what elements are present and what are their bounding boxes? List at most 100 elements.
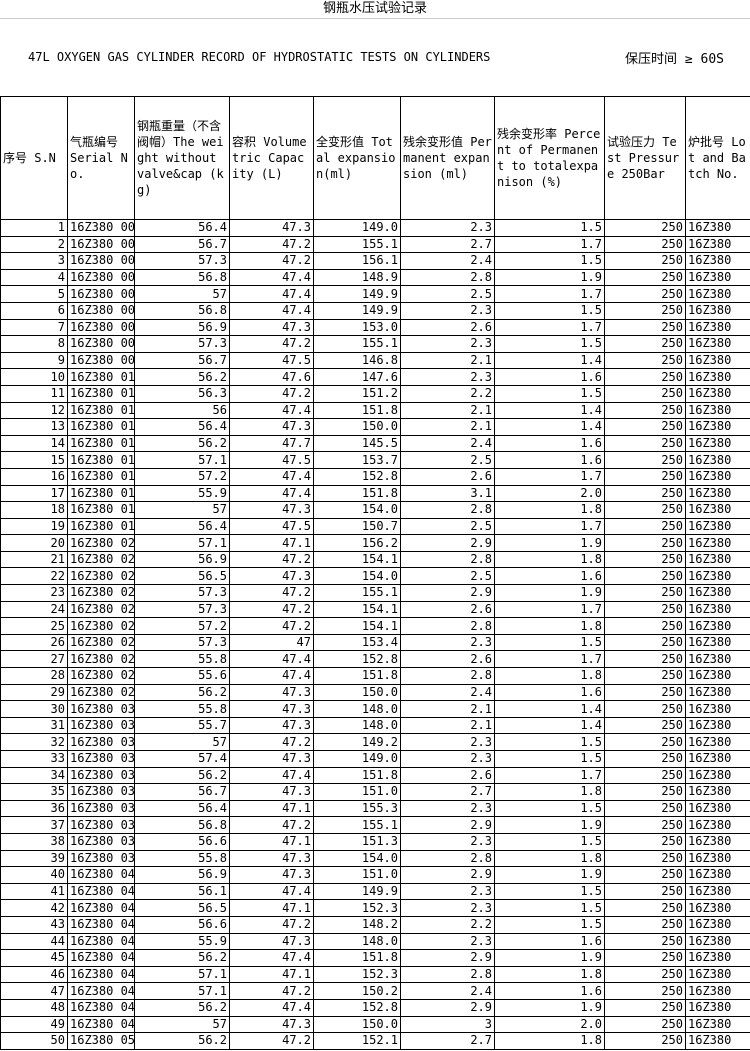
table-row: 20 16Z380 02 57.1 47.1 156.2 2.9 1.9 250 16Z380	[0, 534, 750, 552]
table-cell: 155.1	[313, 235, 401, 254]
column-header: 残余变形值 Permanent expansion (ml)	[400, 96, 495, 220]
table-cell: 47.3	[229, 866, 314, 884]
table-cell: 23	[0, 584, 68, 602]
table-cell: 149.9	[313, 301, 401, 320]
table-cell: 2.4	[400, 683, 495, 702]
table-cell: 1.7	[494, 235, 605, 254]
table-row: 22 16Z380 02 56.5 47.3 154.0 2.5 1.6 250 16Z380	[0, 567, 750, 586]
table-cell: 1	[0, 219, 68, 237]
table-cell: 11	[0, 384, 68, 403]
table-cell: 1.5	[494, 799, 605, 818]
table-cell: 47.2	[229, 915, 314, 934]
table-cell: 2.5	[400, 285, 495, 303]
header-row: 序号 S.N 气瓶编号 Serial No. 钢瓶重量（不含阀帽）The weigh…	[0, 96, 750, 220]
table-cell: 1.4	[494, 401, 605, 420]
table-cell: 2.0	[494, 484, 605, 503]
table-row: 32 16Z380 03 57 47.2 149.2 2.3 1.5 250 16Z380	[0, 733, 750, 751]
table-cell: 47.1	[229, 965, 314, 984]
table-cell: 250	[604, 949, 686, 967]
table-cell: 2.4	[400, 252, 495, 270]
table-cell: 10	[0, 368, 68, 386]
table-cell: 21	[0, 550, 68, 569]
table-row: 8 16Z380 00 57.3 47.2 155.1 2.3 1.5 250 16Z380	[0, 335, 750, 353]
table-cell: 57.4	[134, 750, 230, 768]
table-cell: 2.3	[400, 335, 495, 353]
table-cell: 16Z380	[685, 584, 750, 602]
table-cell: 16Z380	[685, 816, 750, 834]
table-cell: 154.1	[313, 617, 401, 635]
table-cell: 47.4	[229, 268, 314, 287]
table-cell: 47.3	[229, 849, 314, 868]
table-row: 37 16Z380 03 56.8 47.2 155.1 2.9 1.9 250 16Z380	[0, 816, 750, 834]
table-cell: 16Z380 02	[67, 534, 135, 552]
table-cell: 1.5	[494, 384, 605, 403]
table-cell: 1.6	[494, 567, 605, 586]
table-cell: 1.6	[494, 982, 605, 1000]
table-cell: 46	[0, 965, 68, 984]
table-cell: 250	[604, 484, 686, 503]
table-cell: 1.4	[494, 351, 605, 370]
table-cell: 57.1	[134, 982, 230, 1000]
table-cell: 57.3	[134, 600, 230, 619]
table-cell: 47.4	[229, 285, 314, 303]
table-cell: 16Z380	[685, 318, 750, 337]
table-cell: 16Z380	[685, 434, 750, 453]
table-cell: 151.8	[313, 401, 401, 420]
table-cell: 16Z380	[685, 219, 750, 237]
table-cell: 2.8	[400, 550, 495, 569]
table-cell: 2.3	[400, 882, 495, 901]
table-cell: 2.5	[400, 517, 495, 536]
table-cell: 15	[0, 451, 68, 469]
table-cell: 16Z380 01	[67, 451, 135, 469]
table-cell: 56.2	[134, 949, 230, 967]
table-cell: 43	[0, 915, 68, 934]
table-cell: 56.2	[134, 368, 230, 386]
table-row: 24 16Z380 02 57.3 47.2 154.1 2.6 1.7 250 16Z380	[0, 600, 750, 619]
table-cell: 154.0	[313, 501, 401, 519]
table-cell: 250	[604, 683, 686, 702]
table-cell: 47.2	[229, 1032, 314, 1050]
table-cell: 4	[0, 268, 68, 287]
table-row: 15 16Z380 01 57.1 47.5 153.7 2.5 1.6 250 16Z380	[0, 451, 750, 469]
table-row: 49 16Z380 04 57 47.3 150.0 3 2.0 250 16Z380	[0, 1015, 750, 1034]
table-cell: 16Z380 04	[67, 866, 135, 884]
table-cell: 16Z380 03	[67, 750, 135, 768]
table-cell: 1.8	[494, 849, 605, 868]
table-cell: 2.8	[400, 667, 495, 685]
table-row: 42 16Z380 04 56.5 47.1 152.3 2.3 1.5 250 16Z380	[0, 899, 750, 917]
table-cell: 47.4	[229, 650, 314, 669]
table-cell: 250	[604, 401, 686, 420]
table-cell: 2.6	[400, 650, 495, 669]
table-cell: 147.6	[313, 368, 401, 386]
table-cell: 57	[134, 1015, 230, 1034]
table-row: 7 16Z380 00 56.9 47.3 153.0 2.6 1.7 250 16Z380	[0, 318, 750, 337]
table-cell: 16Z380 02	[67, 683, 135, 702]
table-cell: 33	[0, 750, 68, 768]
table-cell: 56.2	[134, 998, 230, 1017]
table-cell: 16Z380	[685, 700, 750, 718]
table-cell: 16Z380	[685, 832, 750, 851]
table-cell: 1.6	[494, 368, 605, 386]
table-cell: 250	[604, 301, 686, 320]
table-cell: 57.3	[134, 252, 230, 270]
table-cell: 2.7	[400, 1032, 495, 1050]
table-cell: 47.4	[229, 301, 314, 320]
table-cell: 250	[604, 932, 686, 951]
table-cell: 16Z380 04	[67, 982, 135, 1000]
record-subtitle: 47L OXYGEN GAS CYLINDER RECORD OF HYDROS…	[28, 50, 491, 64]
table-cell: 1.8	[494, 783, 605, 801]
table-cell: 16Z380	[685, 667, 750, 685]
table-cell: 57.1	[134, 534, 230, 552]
table-cell: 1.9	[494, 268, 605, 287]
table-cell: 16Z380 03	[67, 733, 135, 751]
table-cell: 250	[604, 816, 686, 834]
table-cell: 2.9	[400, 998, 495, 1017]
table-cell: 2.2	[400, 915, 495, 934]
table-cell: 1.7	[494, 467, 605, 486]
table-cell: 57	[134, 501, 230, 519]
table-cell: 16Z380 01	[67, 418, 135, 436]
table-row: 16 16Z380 01 57.2 47.4 152.8 2.6 1.7 250 16Z380	[0, 467, 750, 486]
table-cell: 47.2	[229, 733, 314, 751]
table-row: 38 16Z380 03 56.6 47.1 151.3 2.3 1.5 250 16Z380	[0, 832, 750, 851]
table-cell: 2.9	[400, 584, 495, 602]
